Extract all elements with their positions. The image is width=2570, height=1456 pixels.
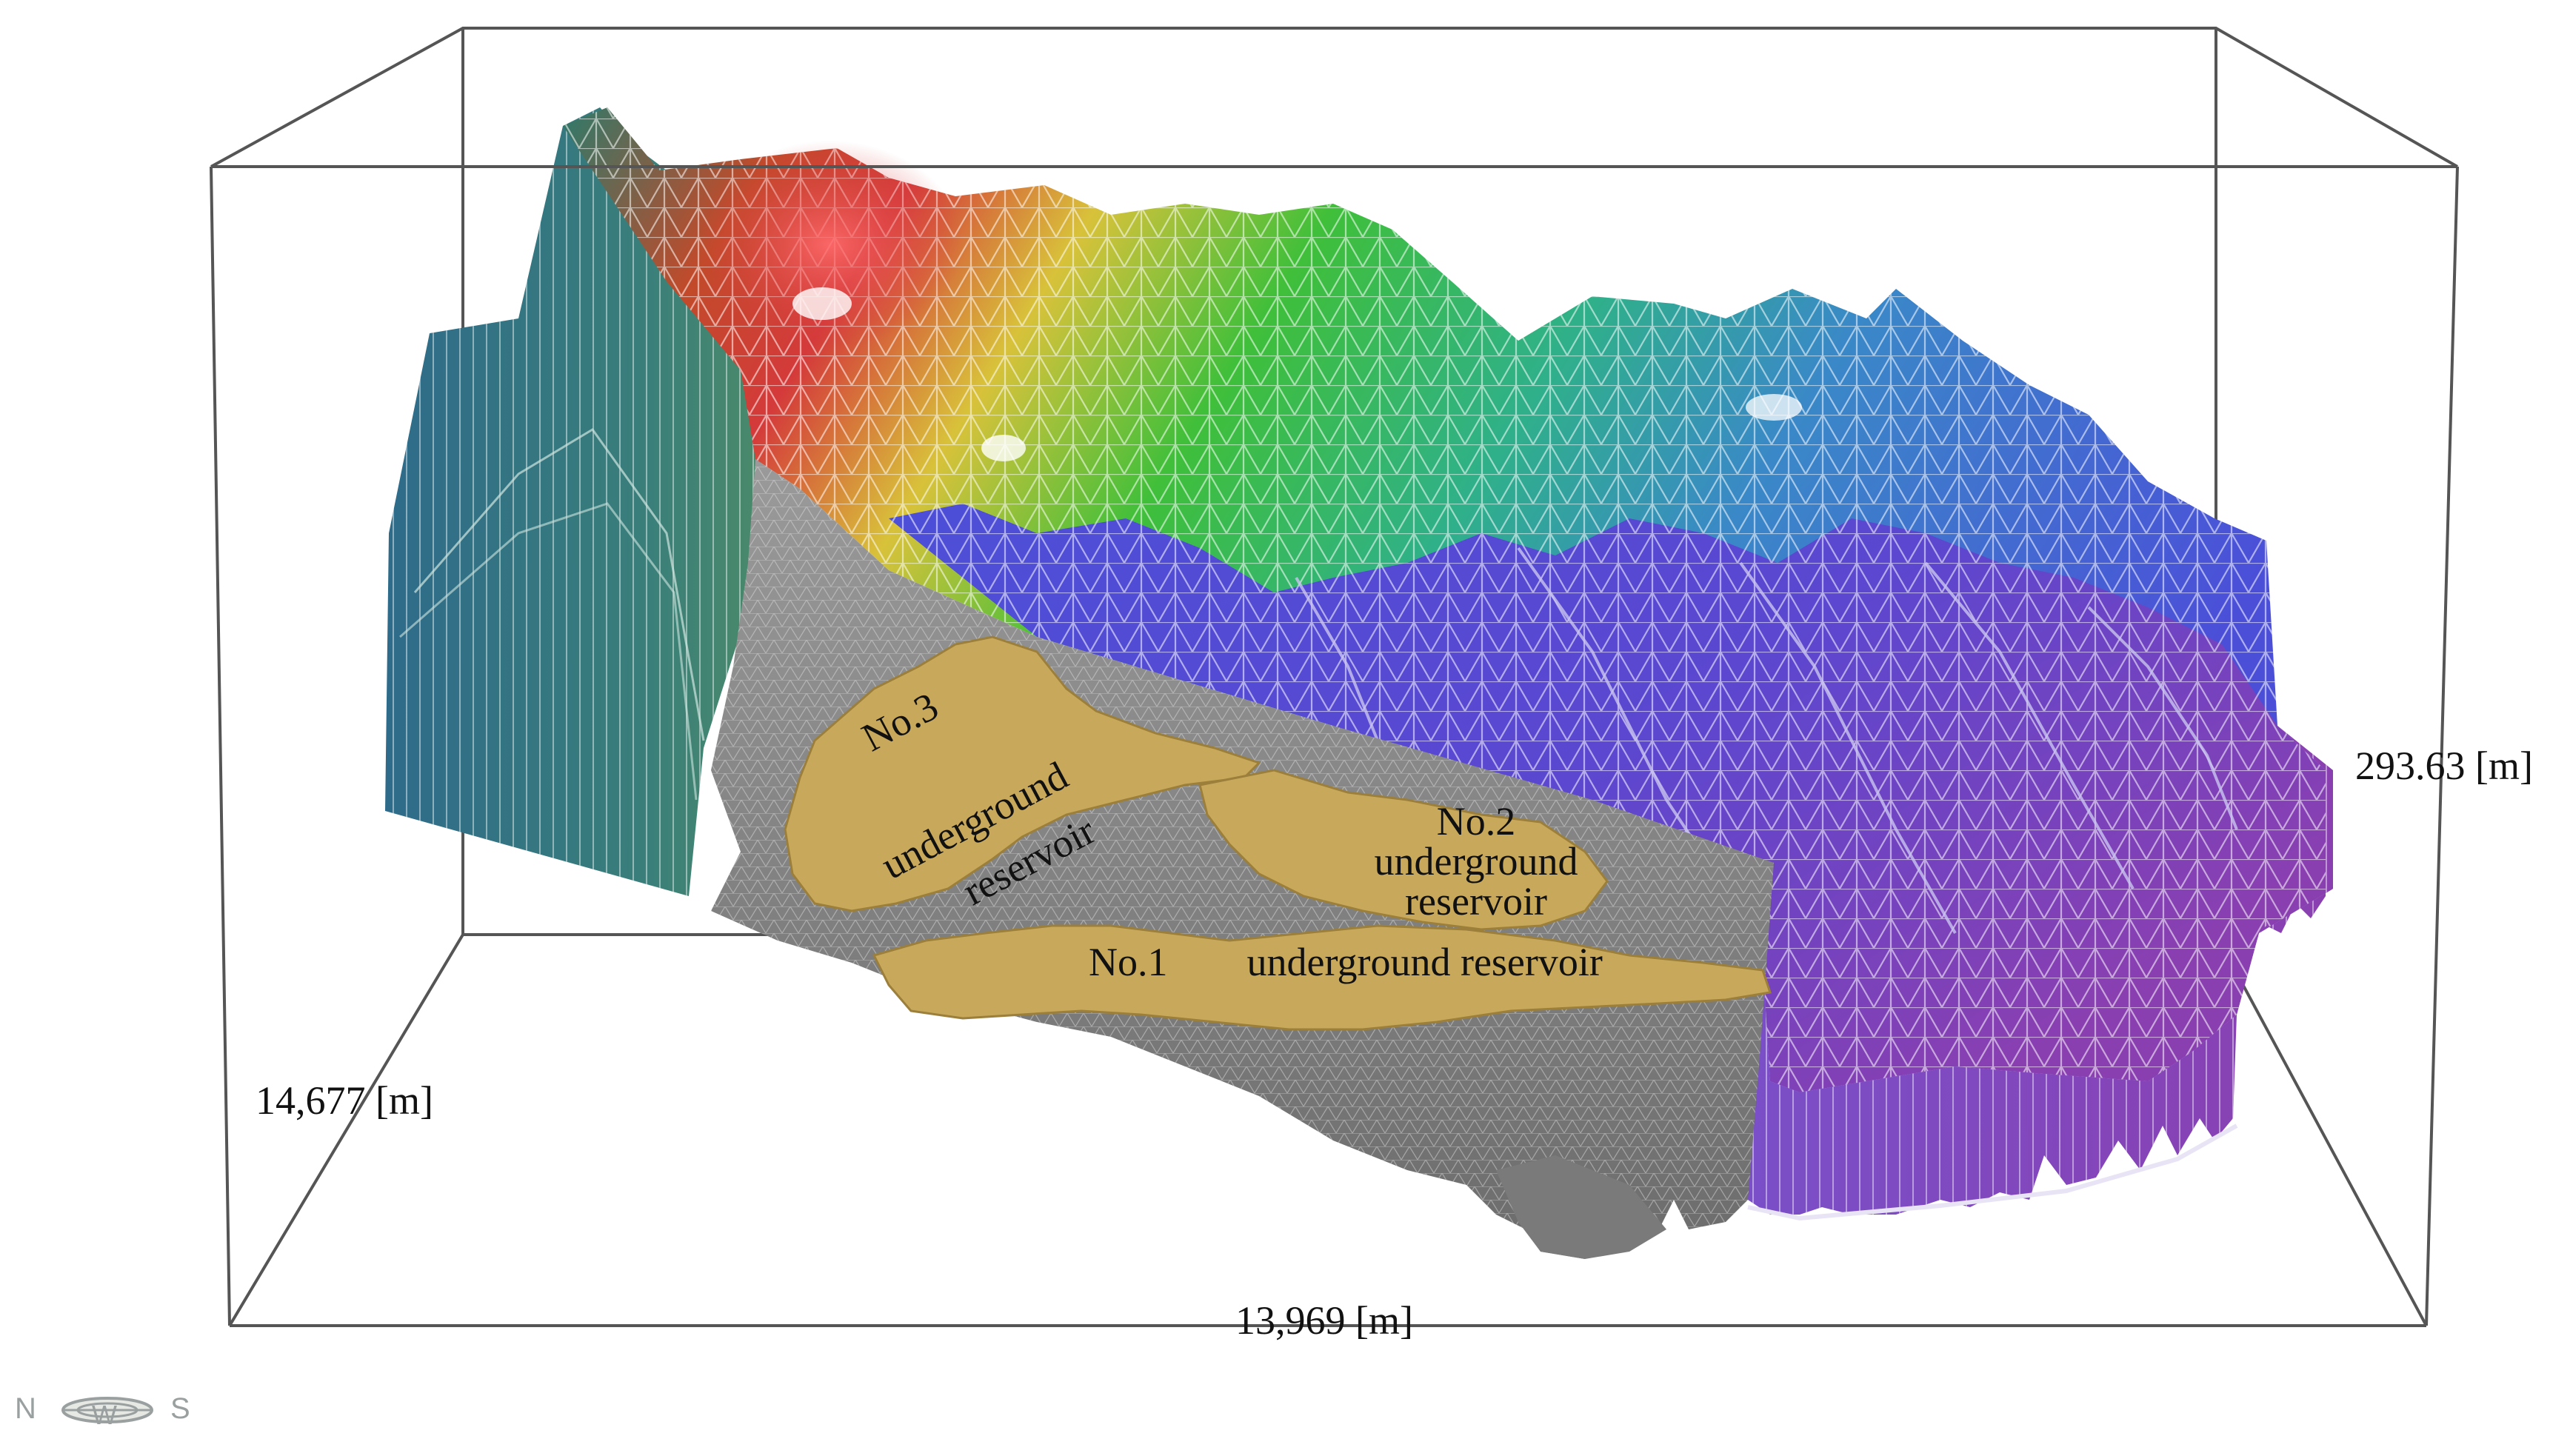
terrain-front-slopes (889, 504, 2333, 1092)
reservoir-no2-shape (1198, 769, 1609, 931)
compass-icon (61, 1397, 153, 1423)
bounding-box-front (210, 165, 2459, 1327)
compass-north-label: N (15, 1392, 36, 1425)
reservoir-no1-shape (872, 924, 1772, 1031)
left-side-wall (385, 107, 763, 896)
reservoir-no2-line3: reservoir (1405, 879, 1547, 924)
width-dimension-label: 13,969 [m] (1235, 1298, 1413, 1343)
compass-widget[interactable]: N W S (15, 1383, 193, 1435)
reservoir-no2-label: No.2 underground reservoir (1335, 801, 1617, 921)
reservoir-no1-text: underground reservoir (1246, 940, 1603, 984)
reservoir-no1-label: No.1 underground reservoir (1089, 939, 1603, 985)
right-side-wall (1747, 726, 2333, 1221)
height-dimension-label: 293.63 [m] (2355, 744, 2533, 788)
depth-dimension-label: 14,677 [m] (256, 1078, 433, 1123)
compass-south-label: S (170, 1392, 190, 1425)
compass-west-label: W (92, 1400, 117, 1430)
reservoir-no2-line2: underground (1374, 839, 1578, 884)
reservoir-no1-number: No.1 (1089, 940, 1168, 984)
reservoir-no3-shape (784, 635, 1261, 912)
reservoir-no2-number: No.2 (1436, 799, 1516, 844)
